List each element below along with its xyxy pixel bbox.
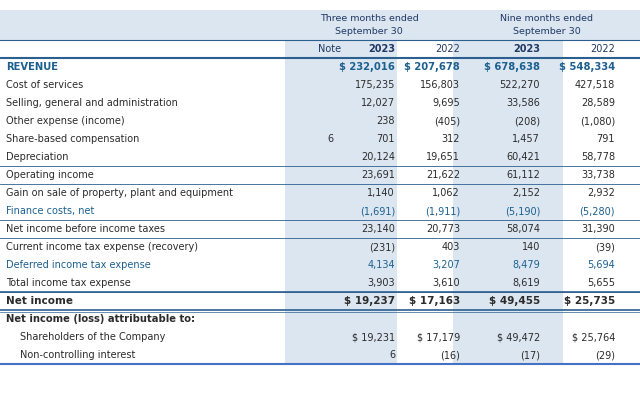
Text: Depreciation: Depreciation [6,152,68,162]
Text: 1,457: 1,457 [512,134,540,144]
Text: 701: 701 [376,134,395,144]
Bar [453,10,563,364]
Text: Net income before income taxes: Net income before income taxes [6,224,165,234]
Text: $ 17,163: $ 17,163 [409,296,460,306]
Text: Deferred income tax expense: Deferred income tax expense [6,260,151,270]
Text: 8,479: 8,479 [512,260,540,270]
Text: Total income tax expense: Total income tax expense [6,278,131,288]
Text: Share-based compensation: Share-based compensation [6,134,140,144]
Text: 21,622: 21,622 [426,170,460,180]
Text: 2022: 2022 [590,44,615,54]
Text: (1,691): (1,691) [360,206,395,216]
Text: Selling, general and administration: Selling, general and administration [6,98,178,108]
Text: 31,390: 31,390 [581,224,615,234]
Text: $ 25,735: $ 25,735 [564,296,615,306]
Text: 1,140: 1,140 [367,188,395,198]
Text: 3,903: 3,903 [367,278,395,288]
Text: (16): (16) [440,350,460,360]
Text: 2023: 2023 [368,44,395,54]
Text: $ 548,334: $ 548,334 [559,62,615,72]
Text: (17): (17) [520,350,540,360]
Text: 2023: 2023 [513,44,540,54]
Text: 2,932: 2,932 [587,188,615,198]
Text: 156,803: 156,803 [420,80,460,90]
Text: Operating income: Operating income [6,170,93,180]
Text: 791: 791 [596,134,615,144]
Text: $ 678,638: $ 678,638 [484,62,540,72]
Text: $ 19,231: $ 19,231 [352,332,395,342]
Text: Shareholders of the Company: Shareholders of the Company [20,332,165,342]
Text: 5,655: 5,655 [587,278,615,288]
Text: 1,062: 1,062 [432,188,460,198]
Text: 4,134: 4,134 [367,260,395,270]
Text: 5,694: 5,694 [588,260,615,270]
Text: Finance costs, net: Finance costs, net [6,206,94,216]
Text: 175,235: 175,235 [355,80,395,90]
Text: $ 49,455: $ 49,455 [489,296,540,306]
Bar [285,10,397,364]
Text: Cost of services: Cost of services [6,80,83,90]
Text: 23,691: 23,691 [361,170,395,180]
Text: 58,074: 58,074 [506,224,540,234]
Text: Note: Note [319,44,342,54]
Text: 140: 140 [522,242,540,252]
Text: (39): (39) [595,242,615,252]
Text: 522,270: 522,270 [499,80,540,90]
Text: Nine months ended
September 30: Nine months ended September 30 [500,14,593,36]
Text: 427,518: 427,518 [575,80,615,90]
Text: $ 207,678: $ 207,678 [404,62,460,72]
Text: Gain on sale of property, plant and equipment: Gain on sale of property, plant and equi… [6,188,233,198]
Text: $ 49,472: $ 49,472 [497,332,540,342]
Text: 312: 312 [442,134,460,144]
Bar [0,10,640,40]
Text: (208): (208) [514,116,540,126]
Text: 6: 6 [327,134,333,144]
Text: (5,190): (5,190) [504,206,540,216]
Text: (1,080): (1,080) [580,116,615,126]
Text: 6: 6 [389,350,395,360]
Text: 19,651: 19,651 [426,152,460,162]
Text: 3,610: 3,610 [433,278,460,288]
Text: REVENUE: REVENUE [6,62,58,72]
Text: Other expense (income): Other expense (income) [6,116,125,126]
Text: Net income (loss) attributable to:: Net income (loss) attributable to: [6,314,195,324]
Text: (231): (231) [369,242,395,252]
Text: (405): (405) [434,116,460,126]
Text: $ 19,237: $ 19,237 [344,296,395,306]
Text: 403: 403 [442,242,460,252]
Text: 238: 238 [376,116,395,126]
Text: 12,027: 12,027 [361,98,395,108]
Text: Non-controlling interest: Non-controlling interest [20,350,136,360]
Text: (5,280): (5,280) [579,206,615,216]
Text: 2022: 2022 [435,44,460,54]
Text: 2,152: 2,152 [512,188,540,198]
Text: 61,112: 61,112 [506,170,540,180]
Text: $ 17,179: $ 17,179 [417,332,460,342]
Text: $ 232,016: $ 232,016 [339,62,395,72]
Text: 60,421: 60,421 [506,152,540,162]
Text: 28,589: 28,589 [581,98,615,108]
Text: Three months ended
September 30: Three months ended September 30 [319,14,419,36]
Text: 33,586: 33,586 [506,98,540,108]
Text: 8,619: 8,619 [513,278,540,288]
Text: (1,911): (1,911) [425,206,460,216]
Text: Net income: Net income [6,296,73,306]
Text: 9,695: 9,695 [432,98,460,108]
Text: $ 25,764: $ 25,764 [572,332,615,342]
Text: Current income tax expense (recovery): Current income tax expense (recovery) [6,242,198,252]
Text: 23,140: 23,140 [361,224,395,234]
Text: 20,124: 20,124 [361,152,395,162]
Text: (29): (29) [595,350,615,360]
Text: 58,778: 58,778 [581,152,615,162]
Text: 3,207: 3,207 [432,260,460,270]
Text: 20,773: 20,773 [426,224,460,234]
Text: 33,738: 33,738 [581,170,615,180]
